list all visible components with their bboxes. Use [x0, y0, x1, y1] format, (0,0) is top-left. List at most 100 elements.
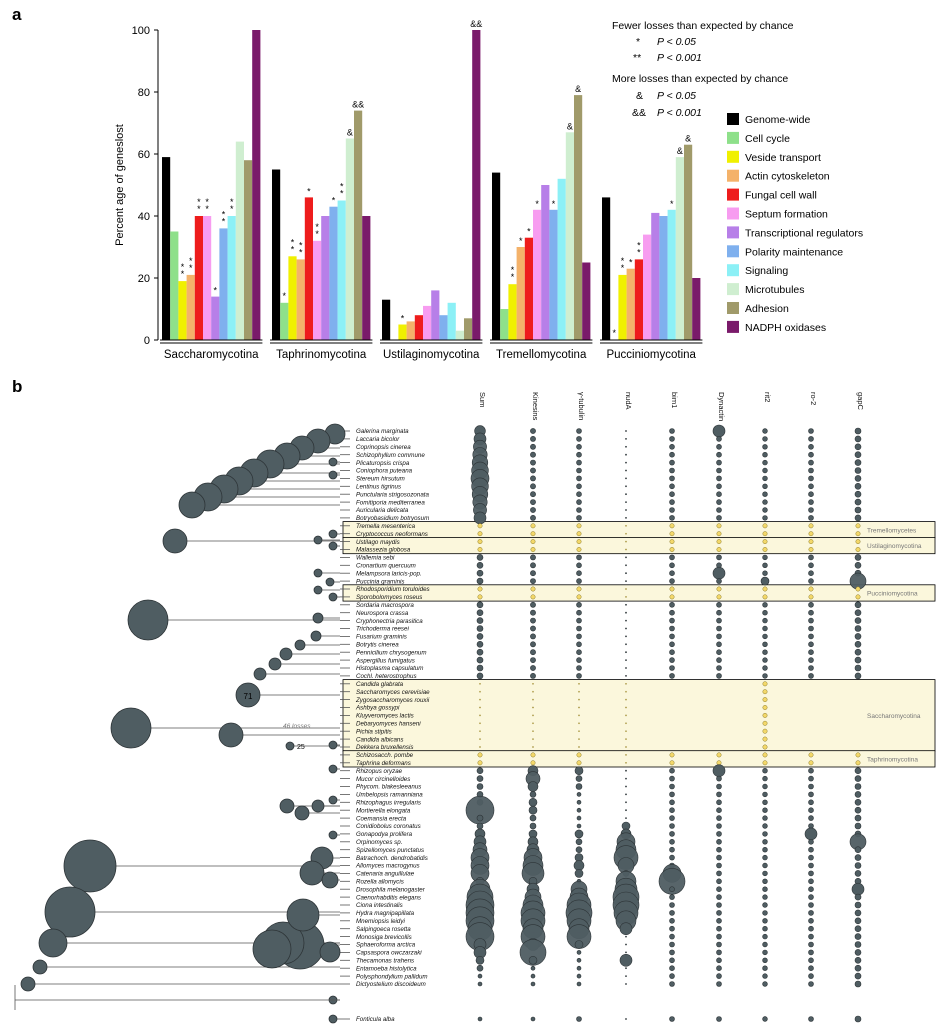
gene-cell — [716, 578, 722, 584]
gene-cell — [669, 673, 675, 679]
gene-cell — [625, 437, 627, 440]
gene-cell — [762, 689, 768, 695]
bar — [272, 169, 281, 340]
gene-cell — [578, 706, 580, 709]
gene-cell — [530, 562, 536, 569]
species-label: Thecamonas trahens — [356, 958, 414, 965]
gene-cell — [530, 523, 536, 529]
gene-cell — [477, 973, 483, 979]
gene-cell — [576, 649, 582, 656]
bar — [533, 209, 542, 340]
gene-cell — [669, 823, 675, 829]
column-header: Kinesins — [531, 392, 540, 421]
gene-cell — [476, 601, 484, 609]
sig-mark: * — [332, 196, 336, 206]
gene-cell — [669, 499, 675, 505]
gene-cell — [625, 817, 627, 820]
gene-cell — [530, 547, 536, 552]
gene-cell — [808, 625, 814, 632]
species-label: Zygosaccharomyces rouxii — [355, 697, 430, 704]
species-label: Neurospora crassa — [356, 610, 409, 617]
bar — [219, 228, 228, 340]
species-label: Catenaria anguillulae — [356, 871, 415, 878]
bar — [508, 284, 517, 340]
gene-cell — [808, 981, 814, 987]
gene-cell — [762, 586, 768, 592]
sig-mark: * — [315, 222, 319, 232]
species-label: Ustilago maydis — [356, 539, 400, 546]
gene-cell — [716, 539, 722, 545]
gene-cell — [716, 641, 722, 648]
species-label: Puccinia graminis — [356, 578, 405, 585]
tree-node — [218, 722, 244, 748]
gene-cell — [808, 815, 814, 821]
gene-cell — [476, 577, 484, 585]
gene-cell — [762, 609, 768, 616]
gene-cell — [529, 814, 537, 822]
species-label: Debaryomyces hanseni — [356, 721, 421, 728]
gene-cell — [476, 664, 484, 672]
sig-mark: * — [519, 236, 523, 246]
tree-node — [286, 898, 320, 932]
gene-cell — [574, 940, 584, 949]
gene-cell — [575, 783, 583, 790]
sig-mark: * — [222, 209, 226, 219]
gene-cell — [854, 846, 862, 854]
gene-cell — [716, 965, 722, 972]
bar — [354, 110, 363, 340]
gene-cell — [762, 783, 768, 790]
gene-cell — [573, 860, 585, 871]
gene-cell — [669, 467, 675, 474]
species-label: Laccaria bicolor — [356, 436, 400, 443]
gene-cell — [808, 838, 814, 845]
bar — [252, 30, 261, 340]
species-label: Dictyostelium discoideum — [356, 981, 426, 988]
species-label: Orpinomyces sp. — [356, 839, 402, 846]
gene-cell — [625, 1018, 627, 1020]
sig-mark: & — [677, 146, 683, 156]
gene-cell — [669, 807, 675, 814]
species-label: Botryobasidium botryosum — [356, 515, 429, 522]
gene-cell — [762, 617, 768, 624]
gene-cell — [854, 909, 862, 917]
species-label: Cochl. heterostrophus — [356, 673, 417, 680]
gene-cell — [762, 641, 768, 647]
gene-cell — [716, 665, 722, 671]
gene-cell — [854, 767, 862, 775]
gene-cell — [808, 570, 814, 577]
gene-cell — [804, 827, 818, 841]
gene-cell — [530, 760, 536, 766]
gene-cell — [808, 973, 814, 979]
gene-cell — [762, 918, 768, 924]
gene-cell — [762, 483, 768, 489]
gene-cell — [762, 602, 768, 608]
species-label: Candida glabrata — [356, 681, 404, 688]
gene-cell — [576, 807, 582, 813]
gene-cell — [532, 722, 534, 725]
species-label: Capsaspora owczarzaki — [356, 950, 422, 957]
sig-mark: * — [181, 262, 185, 272]
gene-cell — [855, 752, 861, 758]
sig-mark: * — [222, 216, 226, 226]
species-label: Spizellomyces punctatus — [356, 847, 424, 854]
bar — [211, 296, 220, 340]
gene-cell — [762, 728, 768, 734]
species-label: Dekkera bruxellensis — [356, 744, 413, 751]
gene-cell — [669, 586, 675, 592]
gene-cell — [530, 499, 536, 505]
gene-cell — [762, 933, 768, 940]
gene-cell — [716, 838, 722, 845]
species-label: Caenorhabditis elegans — [356, 894, 421, 901]
gene-cell — [669, 917, 675, 924]
sig-mark: & — [685, 134, 691, 144]
species-label: Sordaria macrospora — [356, 602, 414, 609]
gene-cell — [808, 870, 814, 877]
gene-cell — [669, 949, 675, 956]
species-label: Entamoeba histolytica — [356, 965, 417, 972]
gene-cell — [532, 698, 534, 701]
gene-cell — [762, 554, 768, 561]
gene-cell — [625, 801, 627, 804]
gene-cell — [473, 511, 487, 525]
sig-mark: * — [283, 291, 287, 301]
gene-cell — [528, 797, 538, 807]
